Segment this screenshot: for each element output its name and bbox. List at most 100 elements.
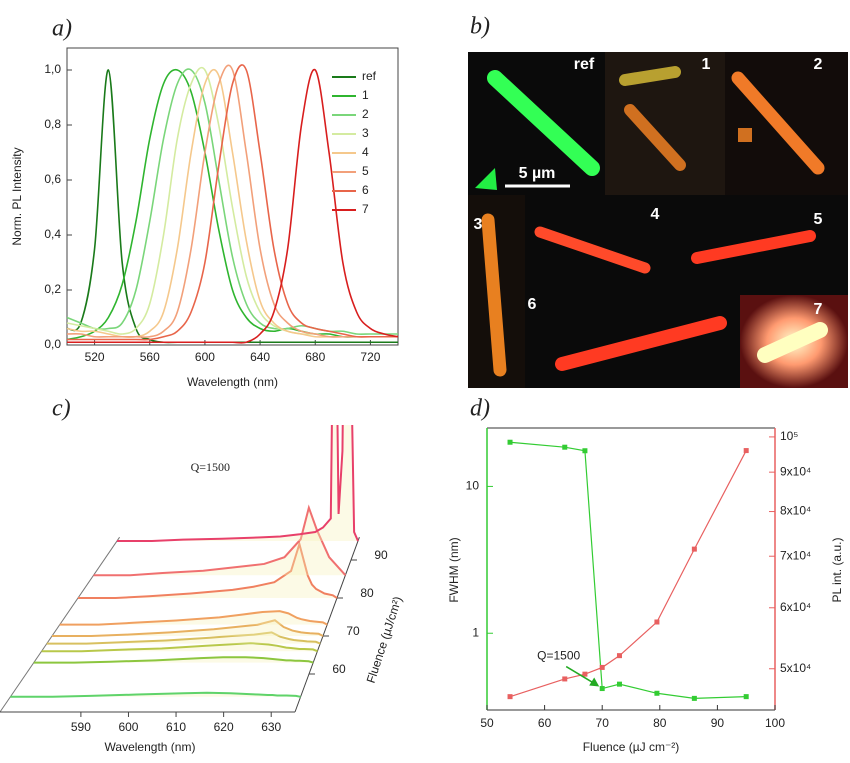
data-point: [743, 694, 749, 700]
y-tick-label: 10: [466, 479, 480, 493]
z-tick-label: 70: [346, 624, 360, 638]
panel-label: 5: [814, 211, 823, 228]
x-axis-label: Wavelength (nm): [105, 740, 196, 754]
crystal: [475, 168, 497, 190]
data-point: [743, 448, 749, 454]
series-line: [509, 441, 747, 699]
x-tick-label: 630: [261, 720, 281, 734]
x-tick-label: 640: [250, 350, 270, 364]
y2-tick-label: 5x10⁴: [780, 661, 811, 675]
annotation-arrow: [565, 665, 597, 686]
x-tick-label: 620: [214, 720, 234, 734]
spectrum-line: [93, 504, 347, 577]
panel-label: 7: [814, 301, 823, 318]
data-point: [582, 671, 588, 677]
spectrum-line: [33, 656, 314, 664]
data-point: [507, 694, 513, 700]
x-tick-label: 720: [360, 350, 380, 364]
spectrum-line: [41, 642, 318, 653]
rod: [481, 213, 507, 377]
legend-label: 4: [362, 145, 369, 159]
panel-label: 4: [651, 206, 660, 223]
series-line: [509, 450, 747, 698]
x-tick-label: 50: [480, 716, 494, 730]
y-tick-label: 0,0: [44, 337, 61, 351]
legend-label: 2: [362, 107, 369, 121]
y-tick-label: 0,2: [44, 282, 61, 296]
y2-tick-label: 9x10⁴: [780, 464, 811, 478]
spectrum-fill: [117, 425, 358, 541]
plot-area: [10, 425, 359, 698]
y2-tick-label: 8x10⁴: [780, 504, 811, 518]
rod: [555, 316, 727, 371]
spectrum-line: [59, 610, 328, 626]
panel-title: c): [52, 396, 71, 422]
x-tick-label: 60: [538, 716, 552, 730]
rod: [757, 322, 828, 363]
micrograph: [468, 52, 848, 388]
data-point: [599, 664, 605, 670]
rod: [487, 70, 600, 176]
legend-label: ref: [362, 69, 377, 83]
rod: [619, 66, 681, 86]
spectrum-line: [46, 631, 321, 645]
x-tick-label: 90: [711, 716, 725, 730]
data-point: [562, 676, 568, 682]
spectrum-line: [117, 425, 359, 542]
data-point: [654, 619, 660, 625]
panel-title: a): [52, 16, 72, 42]
panel-label: 3: [474, 216, 483, 233]
data-point: [691, 546, 697, 552]
spectrum-line: [66, 66, 398, 338]
x-tick-label: 590: [71, 720, 91, 734]
x-tick-label: 80: [653, 716, 667, 730]
data-point: [507, 439, 513, 445]
y-tick-label: 0,8: [44, 117, 61, 131]
legend-label: 1: [362, 88, 369, 102]
legend-label: 7: [362, 202, 369, 216]
x-tick-label: 520: [85, 350, 105, 364]
rod: [731, 71, 825, 175]
spectrum-fill: [41, 643, 318, 652]
y2-tick-label: 7x10⁴: [780, 548, 811, 562]
z-axis-label: Fluence (µJ/cm²): [364, 595, 405, 685]
legend-label: 6: [362, 183, 369, 197]
x-tick-label: 680: [305, 350, 325, 364]
y2-tick-label: 10⁵: [780, 429, 798, 443]
spectrum-line: [67, 64, 398, 341]
legend-label: 5: [362, 164, 369, 178]
y-tick-label: 0,4: [44, 227, 61, 241]
rod: [534, 226, 651, 274]
z-tick-label: 90: [374, 548, 388, 562]
data-point: [691, 695, 697, 701]
x-tick-label: 600: [195, 350, 215, 364]
z-tick-label: 80: [360, 586, 374, 600]
z-tick-label: 60: [332, 662, 346, 676]
x-axis-label: Fluence (µJ cm⁻²): [583, 740, 680, 754]
y-tick-label: 1,0: [44, 62, 61, 76]
y-axis-label: Norm. PL Intensity: [10, 147, 24, 245]
spectrum-line: [66, 64, 398, 338]
x-tick-label: 100: [765, 716, 785, 730]
panel-title: b): [470, 14, 490, 40]
rod: [624, 104, 686, 171]
spectrum-line: [78, 540, 338, 599]
data-point: [616, 681, 622, 687]
x-tick-label: 70: [596, 716, 610, 730]
panel-label: 1: [702, 56, 711, 73]
data-point: [616, 653, 622, 659]
spectrum-line: [66, 68, 398, 336]
y2-axis-label: PL int. (a.u.): [830, 538, 844, 603]
panel-label: 2: [814, 56, 823, 73]
x-tick-label: 600: [118, 720, 138, 734]
x-axis-label: Wavelength (nm): [187, 375, 278, 389]
data-point: [582, 448, 588, 454]
rod: [691, 230, 816, 264]
plot-area: [66, 64, 399, 344]
spectrum-fill: [78, 544, 337, 598]
spectrum-line: [67, 68, 399, 344]
spectrum-fill: [52, 620, 323, 636]
crystal: [738, 128, 752, 142]
data-point: [562, 444, 568, 450]
